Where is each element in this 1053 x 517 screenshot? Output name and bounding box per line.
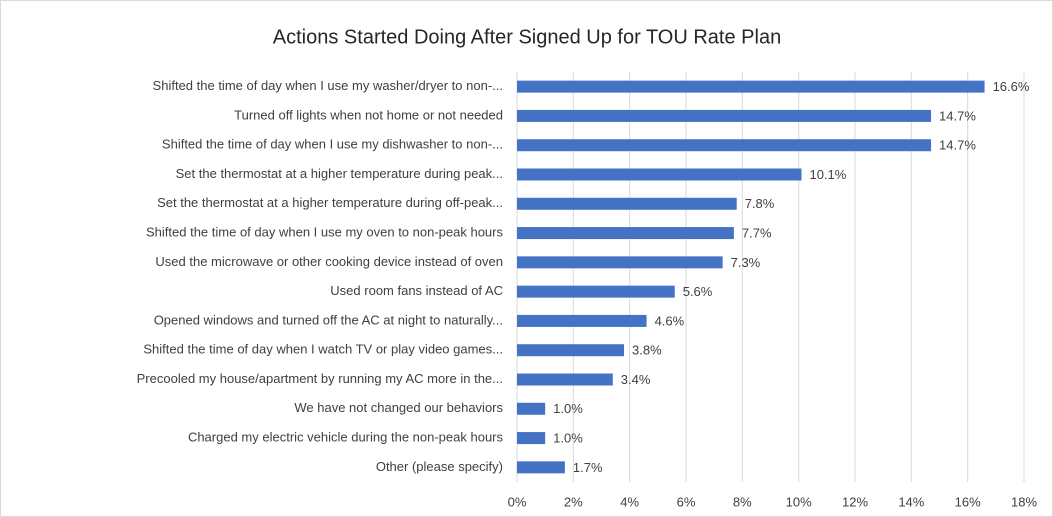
y-tick-label: Precooled my house/apartment by running …: [137, 371, 503, 386]
x-tick-label: 0%: [508, 494, 527, 509]
bar: [517, 285, 675, 298]
bar: [517, 314, 647, 327]
bar: [517, 344, 625, 357]
x-tick-label: 10%: [786, 494, 812, 509]
y-tick-label: Opened windows and turned off the AC at …: [154, 312, 503, 327]
x-tick-label: 18%: [1011, 494, 1037, 509]
x-tick-label: 8%: [733, 494, 752, 509]
value-label: 7.7%: [742, 226, 772, 241]
value-label: 1.7%: [573, 460, 603, 475]
value-label: 7.3%: [731, 255, 761, 270]
bar: [517, 197, 737, 210]
bar: [517, 80, 985, 93]
x-tick-label: 4%: [620, 494, 639, 509]
bar: [517, 139, 932, 152]
chart-title: Actions Started Doing After Signed Up fo…: [273, 26, 781, 48]
value-label: 10.1%: [809, 167, 846, 182]
y-tick-label: Used room fans instead of AC: [330, 283, 503, 298]
x-tick-label: 6%: [677, 494, 696, 509]
value-label: 14.7%: [939, 138, 976, 153]
value-label: 3.4%: [621, 372, 651, 387]
y-tick-label: Set the thermostat at a higher temperatu…: [157, 195, 503, 210]
value-label: 1.0%: [553, 401, 583, 416]
y-tick-label: Set the thermostat at a higher temperatu…: [176, 166, 503, 181]
y-tick-label: Shifted the time of day when I use my di…: [162, 137, 503, 152]
y-tick-label: Shifted the time of day when I use my ov…: [146, 225, 503, 240]
bar: [517, 256, 723, 269]
value-label: 5.6%: [683, 284, 713, 299]
y-tick-label: Other (please specify): [376, 459, 503, 474]
bar: [517, 227, 734, 240]
y-tick-label: Shifted the time of day when I use my wa…: [153, 78, 503, 93]
bar: [517, 373, 613, 386]
x-tick-label: 14%: [898, 494, 924, 509]
x-tick-label: 2%: [564, 494, 583, 509]
y-tick-label: We have not changed our behaviors: [294, 400, 503, 415]
x-tick-label: 16%: [955, 494, 981, 509]
bar: [517, 402, 546, 415]
y-tick-label: Used the microwave or other cooking devi…: [155, 254, 503, 269]
bar: [517, 109, 932, 122]
bar: [517, 432, 546, 445]
x-tick-label: 12%: [842, 494, 868, 509]
value-label: 3.8%: [632, 343, 662, 358]
value-label: 7.8%: [745, 196, 775, 211]
bar: [517, 461, 565, 474]
y-tick-label: Charged my electric vehicle during the n…: [188, 430, 504, 445]
value-label: 16.6%: [993, 79, 1030, 94]
value-label: 4.6%: [655, 313, 685, 328]
value-label: 1.0%: [553, 431, 583, 446]
value-label: 14.7%: [939, 108, 976, 123]
bar: [517, 168, 802, 181]
y-tick-label: Turned off lights when not home or not n…: [234, 107, 503, 122]
y-tick-label: Shifted the time of day when I watch TV …: [143, 342, 503, 357]
